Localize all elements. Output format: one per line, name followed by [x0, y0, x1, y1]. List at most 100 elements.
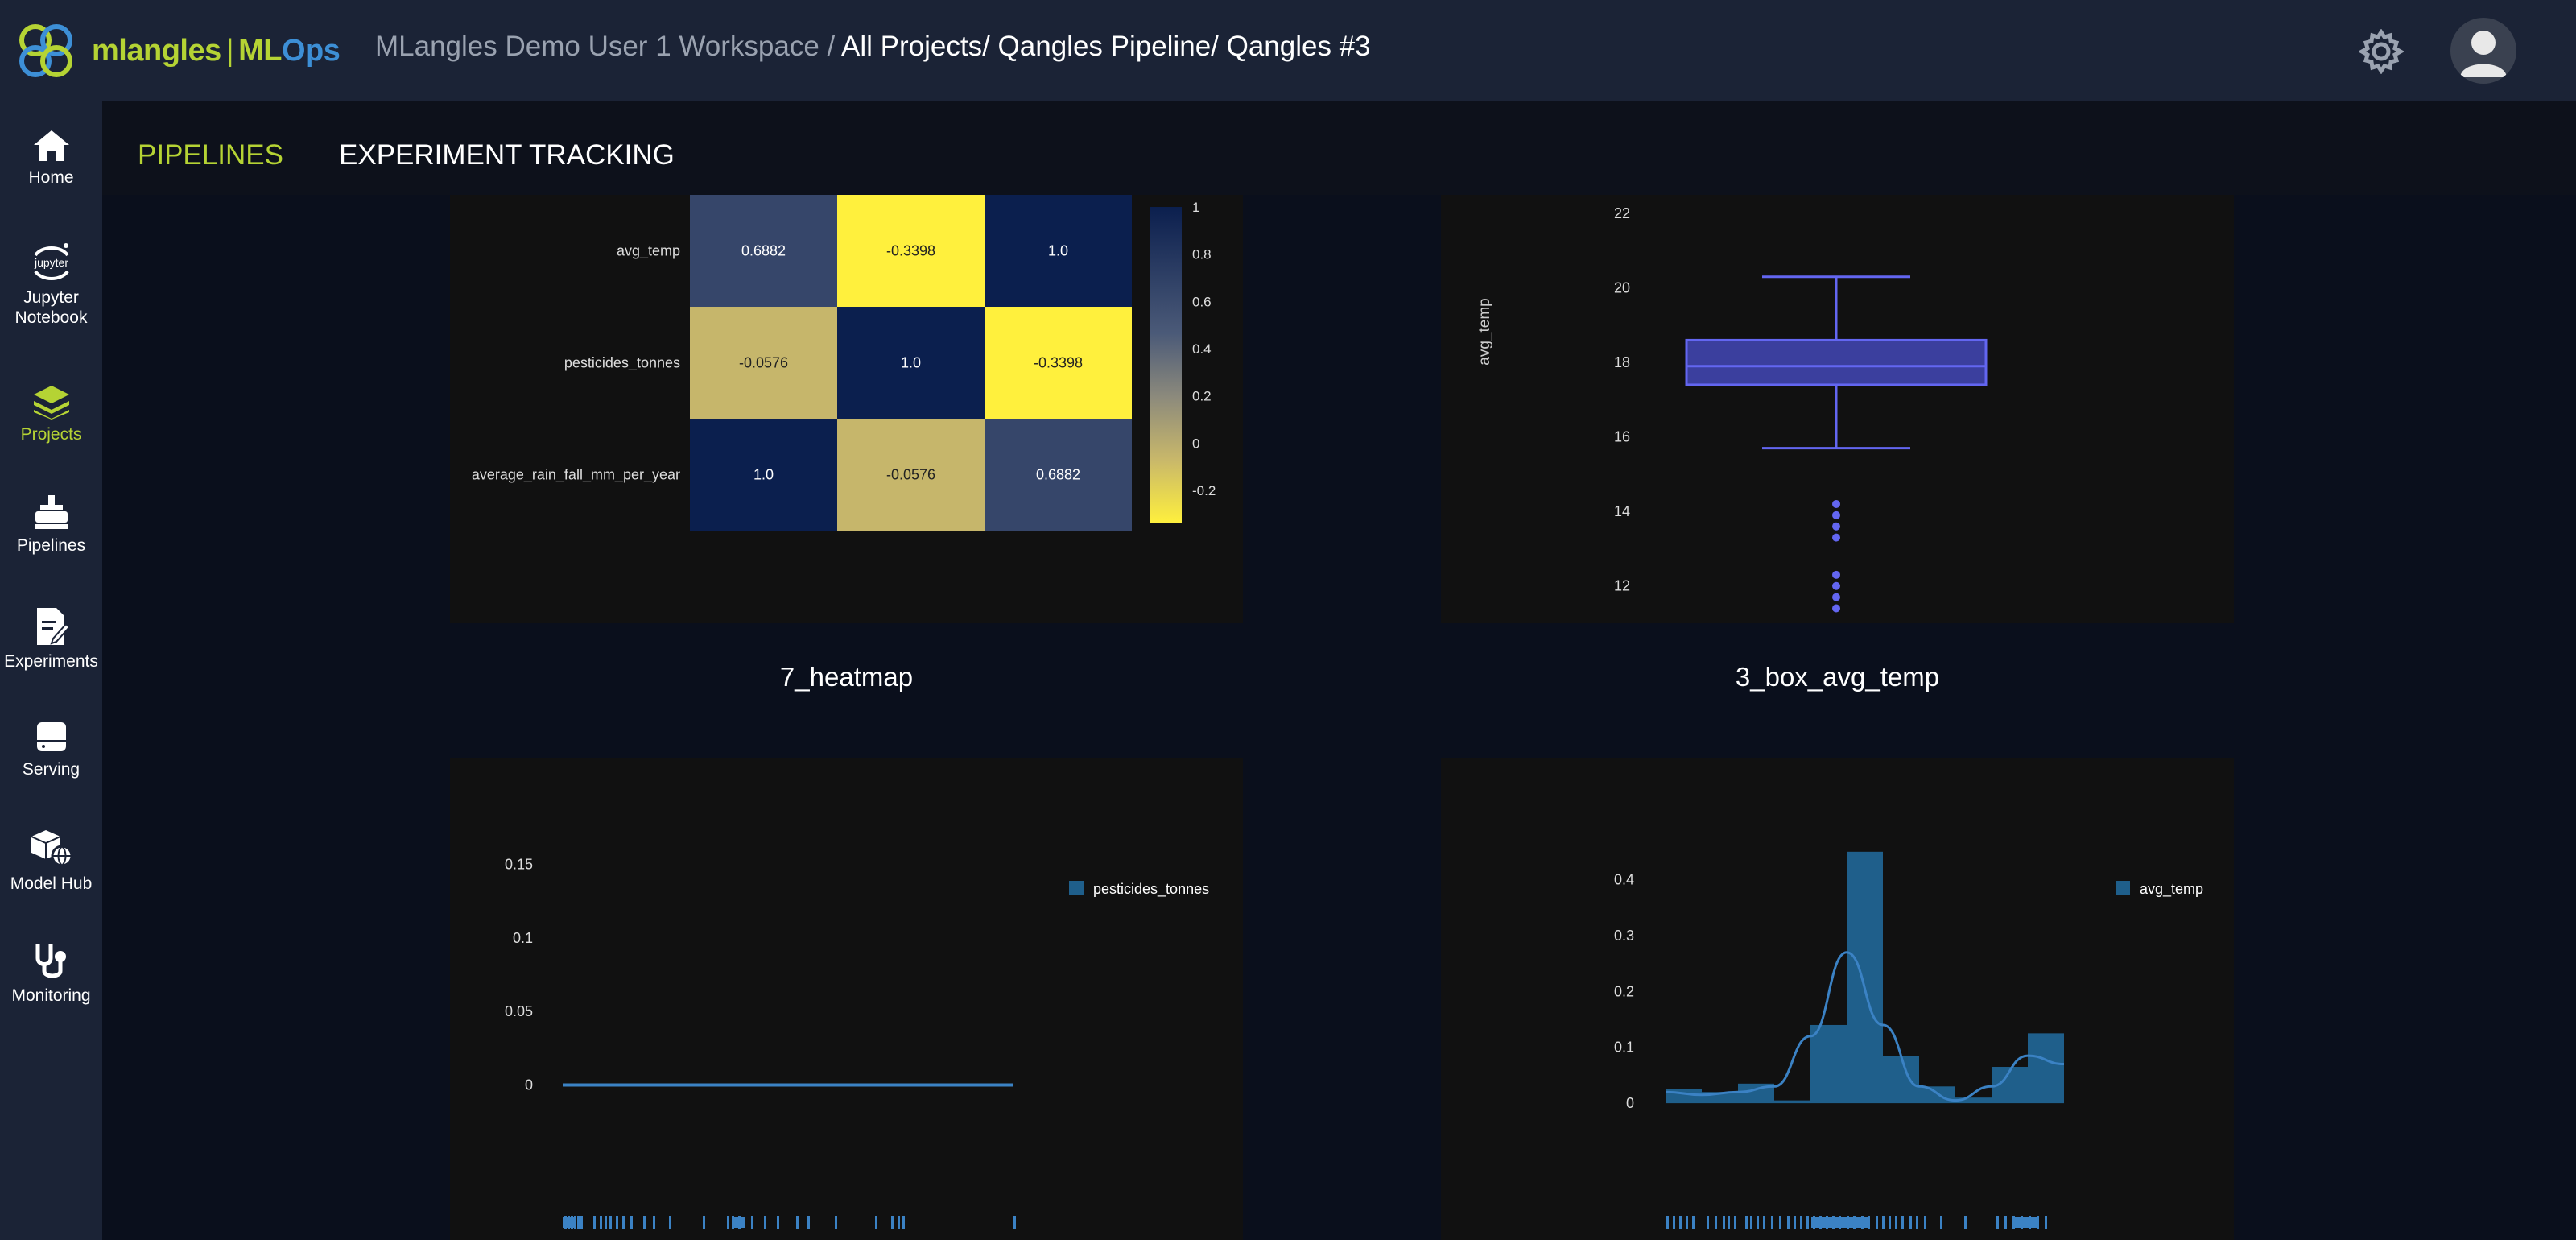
svg-text:jupyter: jupyter [33, 256, 68, 269]
legend-swatch [2116, 881, 2130, 895]
legend-label[interactable]: avg_temp [2140, 881, 2203, 898]
legend-swatch [1069, 881, 1084, 895]
experiments-icon [36, 608, 69, 645]
rug-mark [777, 1216, 779, 1229]
dist-pesticides-chart: pesticides_tonnes 0.15 0.1 0.05 0 [505, 857, 1209, 1229]
heatmap-cell-label: 1.0 [901, 355, 921, 371]
rug-mark [835, 1216, 837, 1229]
rug-mark [1013, 1216, 1016, 1229]
rug-mark [643, 1216, 646, 1229]
rug-mark [1707, 1216, 1709, 1229]
rug-mark [1811, 1217, 1868, 1228]
breadcrumb: MLangles Demo User 1 Workspace / All Pro… [375, 31, 1371, 63]
logo-icon [19, 24, 72, 77]
monitoring-icon [35, 944, 66, 978]
breadcrumb-workspace[interactable]: MLangles Demo User 1 Workspace / [375, 31, 836, 62]
sidebar-item-home[interactable]: Home [0, 129, 102, 188]
rug-mark [577, 1216, 580, 1229]
rug-mark [609, 1216, 612, 1229]
user-avatar[interactable] [2450, 18, 2516, 84]
colorbar-tick-label: 0.2 [1192, 389, 1212, 404]
rug-mark [2045, 1216, 2047, 1229]
heatmap-row-label: average_rain_fall_mm_per_year [472, 467, 680, 484]
sidebar-item-label: Experiments [4, 652, 98, 671]
colorbar-tick-label: 1 [1192, 200, 1199, 215]
rug-mark [1750, 1216, 1752, 1229]
sidebar-item-pipelines[interactable]: Pipelines [0, 494, 102, 556]
dist-temp-ytick-label: 0.2 [1614, 983, 1634, 999]
dist-temp-ytick-label: 0.1 [1614, 1040, 1634, 1056]
rug-mark [875, 1216, 877, 1229]
dist-temp-ytick-label: 0 [1626, 1095, 1634, 1111]
box-ytick-label: 22 [1614, 205, 1630, 221]
heatmap-row-label: avg_temp [617, 243, 680, 260]
box-outlier-point [1832, 499, 1840, 508]
colorbar-tick-label: 0 [1192, 436, 1199, 451]
sidebar-item-label: Serving [22, 760, 80, 779]
density-curve [1665, 951, 2065, 1102]
sidebar-item-monitoring[interactable]: Monitoring [0, 940, 102, 1006]
heatmap-row-label: pesticides_tonnes [564, 355, 680, 372]
histogram-bar [1810, 1024, 1847, 1104]
dist-pesticides-ytick-label: 0 [525, 1077, 533, 1093]
heatmap-cell-label: 1.0 [753, 467, 774, 483]
rug-mark [622, 1216, 625, 1229]
heatmap-cell-label: -0.3398 [886, 243, 935, 259]
sidebar-item-projects[interactable]: Projects [0, 384, 102, 444]
rug-mark [1806, 1216, 1809, 1229]
tab-pipelines[interactable]: PIPELINES [138, 139, 283, 171]
rug-mark [1876, 1216, 1878, 1229]
rug-mark [1666, 1216, 1669, 1229]
rug-mark [2014, 1217, 2037, 1228]
sidebar-item-jupyter[interactable]: jupyter Jupyter Notebook [0, 239, 102, 328]
box-plot-chart: avg_temp 22 20 18 16 14 12 [1476, 205, 1988, 613]
colorbar-tick-label: 0.8 [1192, 247, 1212, 262]
heatmap-cell-label: -0.3398 [1034, 355, 1083, 371]
rug-mark [764, 1216, 766, 1229]
rug-mark [1868, 1216, 1870, 1229]
rug-mark [891, 1216, 894, 1229]
rug-mark [1745, 1216, 1748, 1229]
heatmap-cell [985, 195, 1132, 307]
heatmap-caption: 7_heatmap [779, 662, 914, 692]
heatmap-chart: avg_temp 0.6882 -0.3398 1.0 pesticides_tonne… [472, 195, 1216, 531]
colorbar-tick-label: 0.6 [1192, 294, 1212, 309]
heatmap-cell-label: 0.6882 [741, 243, 786, 259]
rug-mark [796, 1216, 799, 1229]
box-ytick-label: 16 [1614, 429, 1630, 445]
dist-temp-ytick-label: 0.3 [1614, 928, 1634, 944]
box-ytick-label: 18 [1614, 354, 1630, 370]
box-outlier-point [1832, 604, 1840, 613]
jupyter-icon: jupyter [33, 243, 69, 280]
rug-mark [1679, 1216, 1682, 1229]
box-ytick-label: 20 [1614, 280, 1630, 296]
settings-gear-icon[interactable] [2357, 28, 2405, 75]
sidebar-item-experiments[interactable]: Experiments [0, 606, 102, 672]
legend-label[interactable]: pesticides_tonnes [1093, 881, 1209, 898]
rug-mark [2013, 1216, 2015, 1229]
rug-mark [703, 1216, 705, 1229]
logo-text: mlangles | MLOps [92, 33, 341, 68]
pipeline-icon [35, 495, 68, 529]
breadcrumb-path[interactable]: All Projects/ Qangles Pipeline/ Qangles … [841, 31, 1371, 62]
logo[interactable]: mlangles | MLOps [11, 14, 341, 87]
rug-mark [1757, 1216, 1759, 1229]
rug-mark [1909, 1216, 1912, 1229]
box-outlier-point [1832, 510, 1840, 519]
sidebar-item-serving[interactable]: Serving [0, 719, 102, 779]
rug-mark [1964, 1216, 1967, 1229]
rug-mark [1787, 1216, 1790, 1229]
tab-experiment-tracking[interactable]: EXPERIMENT TRACKING [339, 139, 675, 171]
dist-temp-panel: avg_temp 0.4 0.3 0.2 0.1 0 [1441, 758, 2234, 1240]
rug-mark [630, 1216, 633, 1229]
sidebar-item-model-hub[interactable]: Model Hub [0, 829, 102, 894]
heatmap-cell [837, 419, 985, 531]
heatmap-cell [837, 195, 985, 307]
heatmap-cell-label: 0.6882 [1036, 467, 1080, 483]
rug-mark [653, 1216, 655, 1229]
box-outlier-point [1832, 522, 1840, 531]
sidebar-item-label: Jupyter Notebook [14, 288, 88, 327]
dist-pesticides-ytick-label: 0.1 [513, 930, 533, 946]
rug-mark [1794, 1216, 1796, 1229]
heatmap-cell [985, 307, 1132, 419]
